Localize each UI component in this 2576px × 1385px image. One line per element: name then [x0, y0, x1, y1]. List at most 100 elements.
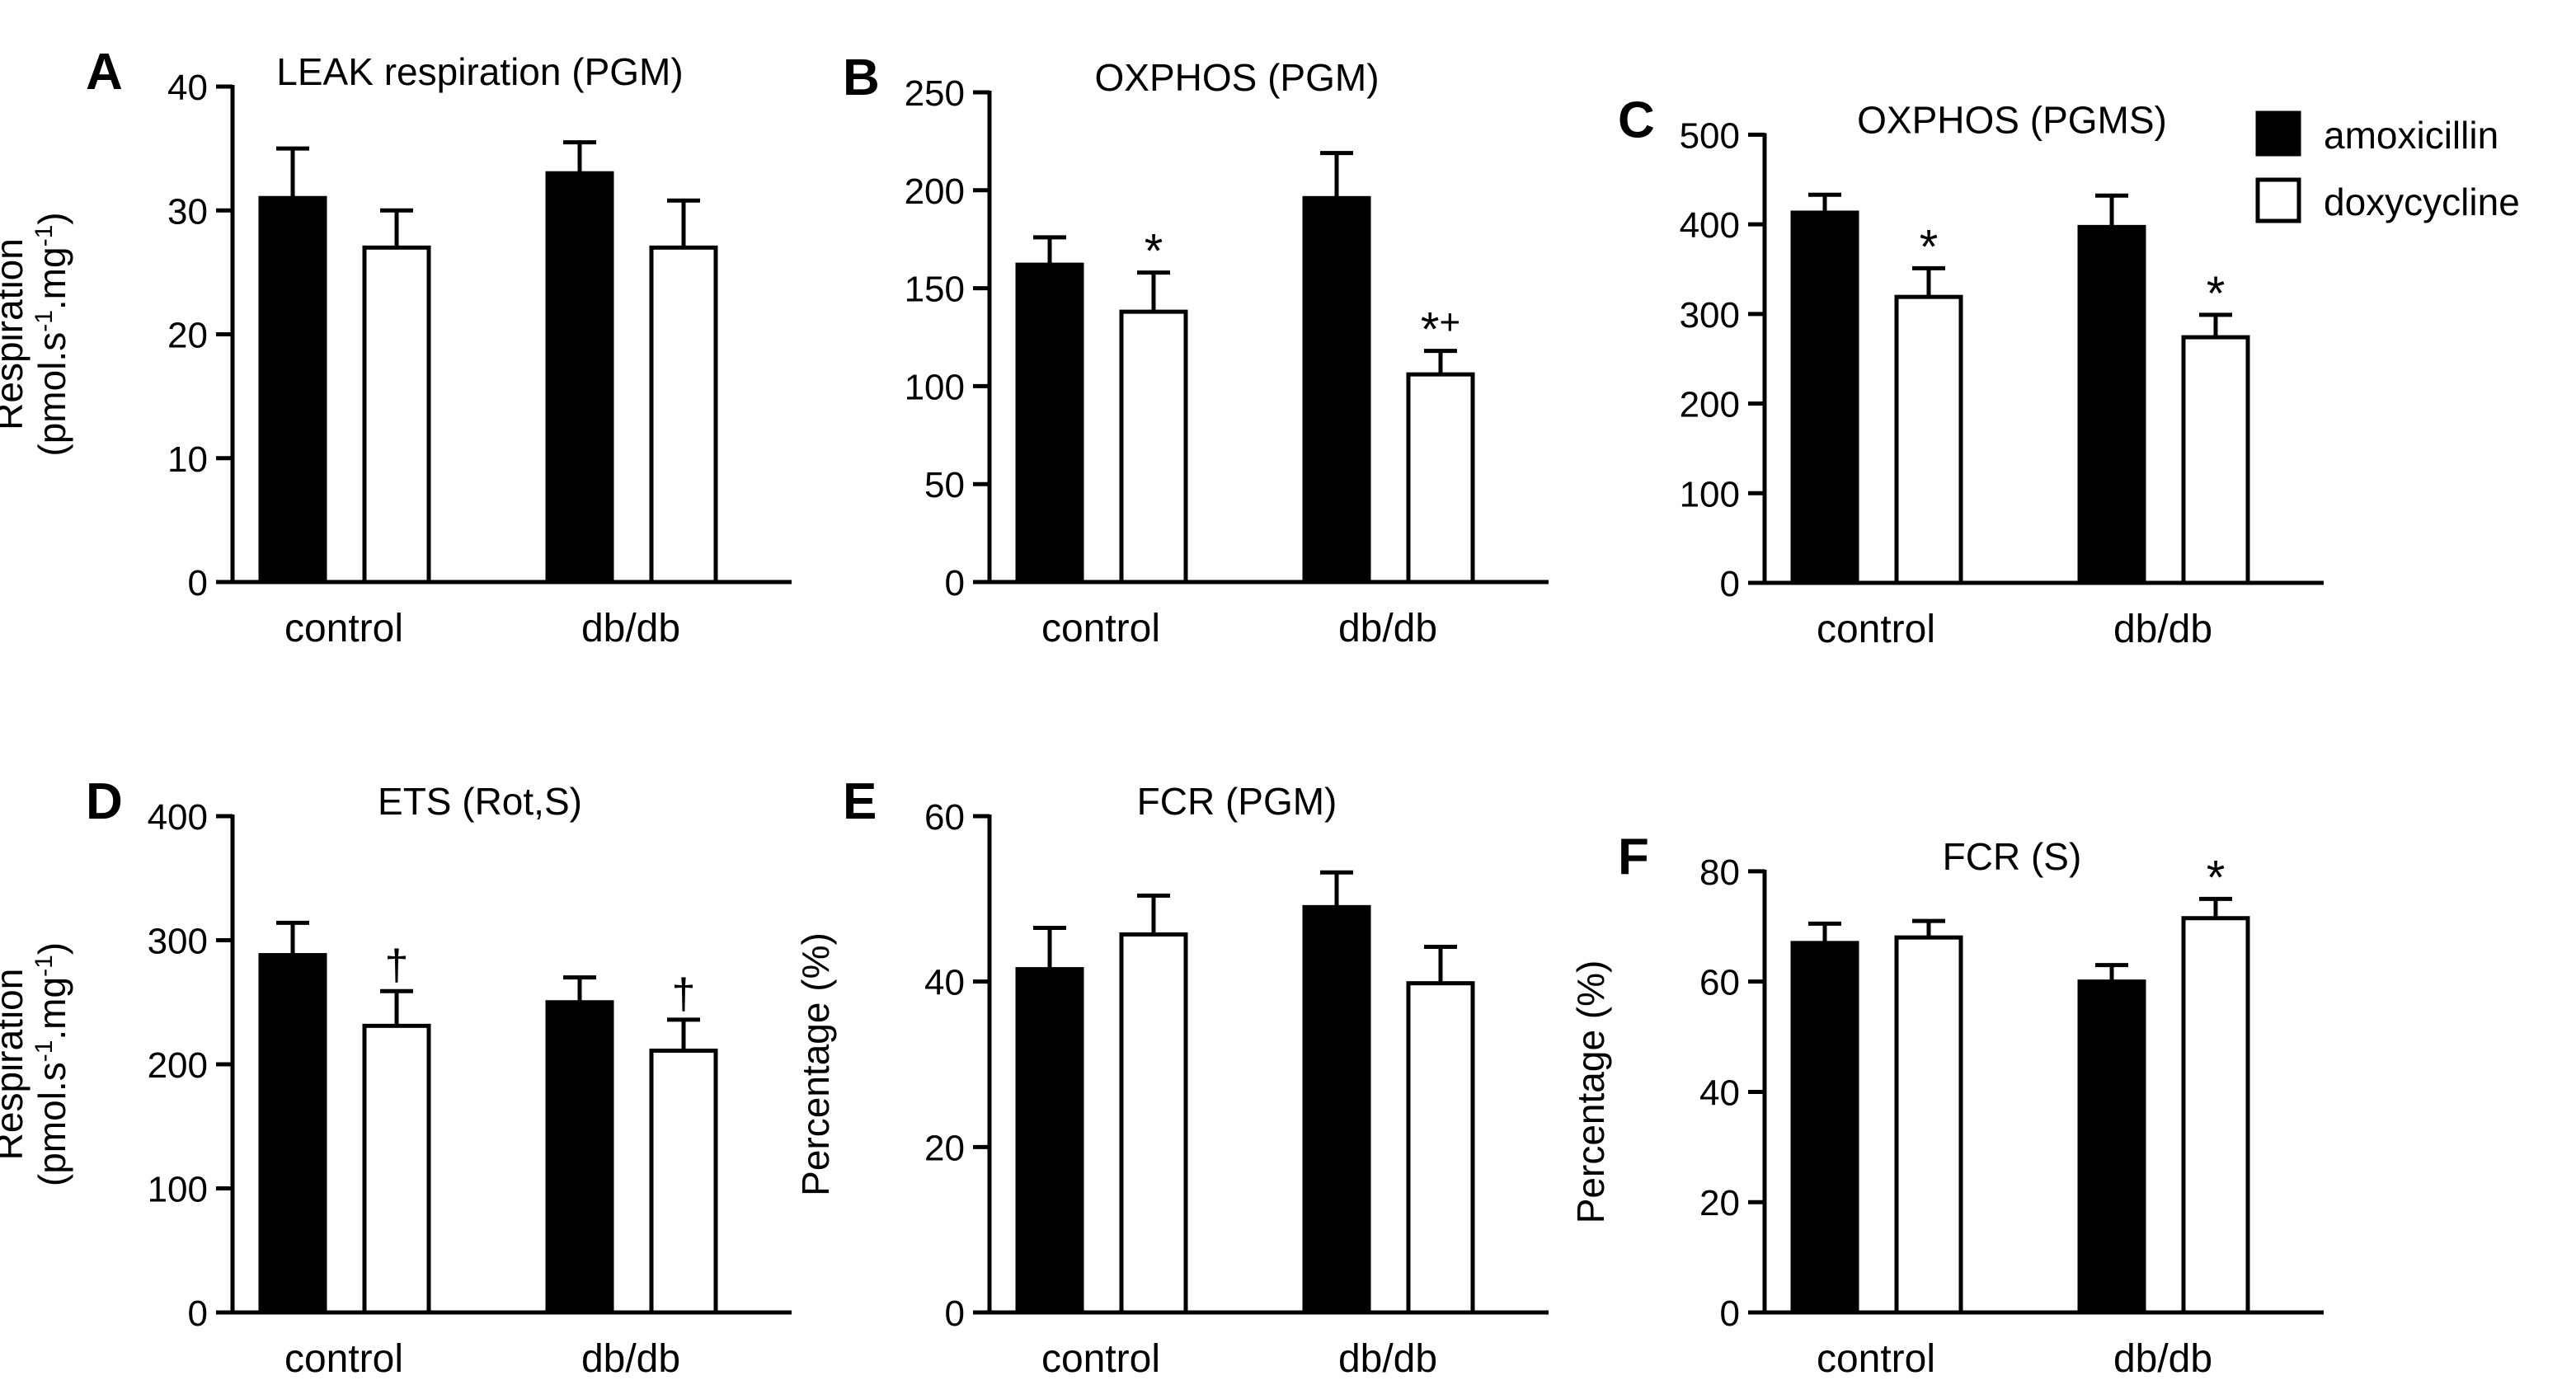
legend: amoxicillin doxycycline — [2255, 110, 2520, 223]
significance-mark: * — [2207, 267, 2226, 321]
y-tick-label: 30 — [167, 191, 208, 232]
significance-mark: † — [385, 941, 409, 989]
bar-doxycycline — [2181, 335, 2250, 585]
y-axis-unit: (pmol.s-1.mg-1) — [31, 212, 73, 456]
chart-title: OXPHOS (PGM) — [1094, 56, 1379, 99]
bar-amoxicillin — [1302, 195, 1371, 585]
y-axis-unit: (pmol.s-1.mg-1) — [31, 942, 73, 1186]
y-tick-label: 60 — [1699, 963, 1740, 1003]
y-tick-label: 200 — [148, 1045, 208, 1086]
bar-amoxicillin — [2077, 979, 2146, 1315]
significance-mark: * — [1920, 220, 1939, 274]
y-tick-label: 0 — [945, 563, 965, 603]
chart-panel-c: C OXPHOS (PGMS) 0 100 200 300 400 500 control db/… — [1618, 92, 2324, 651]
chart-panel-a: A LEAK respiration (PGM) 0 10 20 30 40 Respirat… — [0, 44, 792, 650]
bar-doxycycline — [1119, 932, 1188, 1315]
legend-swatch-doxycycline — [2255, 177, 2301, 223]
y-tick-label: 50 — [924, 465, 965, 505]
bar-amoxicillin — [1015, 967, 1084, 1315]
y-tick-label: 150 — [905, 270, 965, 310]
y-tick-label: 250 — [905, 73, 965, 114]
legend-label-doxycycline: doxycycline — [2324, 181, 2520, 223]
y-tick-label: 20 — [167, 316, 208, 356]
x-category-label: control — [1041, 1337, 1160, 1381]
y-tick-label: 100 — [148, 1170, 208, 1210]
y-axis-label: Respiration — [0, 969, 31, 1161]
bar-doxycycline — [1119, 309, 1188, 585]
y-axis-label: Respiration — [0, 238, 31, 430]
y-tick-label: 40 — [167, 68, 208, 108]
chart-panel-b: B OXPHOS (PGM) 0 50 100 150 200 250 control db/db… — [843, 49, 1549, 650]
y-tick-label: 0 — [945, 1293, 965, 1334]
bar-doxycycline — [1894, 294, 1963, 585]
y-tick-label: 300 — [148, 922, 208, 962]
panel-letter: A — [86, 44, 123, 101]
x-category-label: db/db — [2113, 608, 2212, 651]
y-tick-label: 60 — [924, 797, 965, 838]
bar-doxycycline — [1406, 372, 1475, 585]
chart-title: FCR (PGM) — [1137, 780, 1337, 823]
y-tick-label: 40 — [1699, 1073, 1740, 1113]
chart-panel-e: E FCR (PGM) 0 20 40 60 Percentage (%) control db… — [794, 773, 1549, 1381]
bar-amoxicillin — [1790, 210, 1859, 585]
bar-amoxicillin — [1015, 262, 1084, 585]
y-tick-label: 0 — [1720, 1293, 1740, 1334]
x-category-label: db/db — [1338, 1337, 1437, 1381]
legend-swatch-amoxicillin — [2255, 110, 2301, 157]
y-tick-label: 200 — [1680, 385, 1740, 425]
bar-doxycycline — [2181, 916, 2250, 1315]
bar-amoxicillin — [2077, 224, 2146, 585]
bar-amoxicillin — [1790, 941, 1859, 1315]
bar-doxycycline — [1406, 981, 1475, 1315]
x-category-label: db/db — [581, 1337, 680, 1381]
x-category-label: db/db — [581, 607, 680, 650]
significance-mark: * — [1145, 225, 1163, 279]
x-category-label: control — [1817, 608, 1935, 651]
bar-doxycycline — [362, 245, 431, 585]
x-category-label: control — [1041, 607, 1160, 650]
panel-letter: C — [1618, 92, 1655, 148]
y-tick-label: 400 — [1680, 205, 1740, 246]
y-tick-label: 100 — [1680, 474, 1740, 514]
x-category-label: control — [1817, 1337, 1935, 1381]
significance-mark: † — [672, 970, 696, 1018]
y-tick-label: 80 — [1699, 852, 1740, 893]
chart-title: OXPHOS (PGMS) — [1857, 98, 2167, 141]
chart-title: LEAK respiration (PGM) — [276, 50, 683, 93]
panel-letter: D — [86, 773, 123, 830]
chart-title: FCR (S) — [1943, 835, 2082, 878]
y-tick-label: 400 — [148, 797, 208, 838]
y-tick-label: 40 — [924, 963, 965, 1003]
bar-amoxicillin — [545, 171, 614, 585]
bar-doxycycline — [362, 1023, 431, 1315]
bar-doxycycline — [649, 245, 718, 585]
y-tick-label: 300 — [1680, 295, 1740, 336]
y-tick-label: 0 — [1720, 564, 1740, 604]
y-axis-label: Percentage (%) — [1569, 960, 1612, 1224]
panel-letter: E — [843, 773, 877, 830]
y-tick-label: 20 — [1699, 1183, 1740, 1223]
significance-mark: *+ — [1421, 303, 1460, 357]
bar-doxycycline — [1894, 935, 1963, 1315]
chart-panel-f: F FCR (S) 0 20 40 60 80 Percentage (%) control db… — [1569, 829, 2324, 1381]
y-tick-label: 100 — [905, 367, 965, 407]
x-category-label: control — [284, 1337, 403, 1381]
y-tick-label: 20 — [924, 1128, 965, 1168]
y-axis-label: Percentage (%) — [794, 932, 837, 1196]
panel-letter: B — [843, 49, 880, 106]
y-tick-label: 500 — [1680, 115, 1740, 156]
bar-amoxicillin — [258, 953, 327, 1315]
bar-doxycycline — [649, 1048, 718, 1315]
x-category-label: db/db — [1338, 607, 1437, 650]
y-tick-label: 200 — [905, 171, 965, 212]
significance-mark: * — [2207, 851, 2226, 904]
bar-amoxicillin — [545, 1000, 614, 1315]
y-tick-label: 10 — [167, 439, 208, 480]
chart-panel-d: D ETS (Rot,S) 0 100 200 300 400 Respiration (pmo… — [0, 773, 792, 1381]
legend-label-amoxicillin: amoxicillin — [2324, 114, 2498, 157]
x-category-label: control — [284, 607, 403, 650]
chart-title: ETS (Rot,S) — [378, 780, 582, 823]
y-tick-label: 0 — [188, 1293, 208, 1334]
bar-amoxicillin — [1302, 904, 1371, 1315]
